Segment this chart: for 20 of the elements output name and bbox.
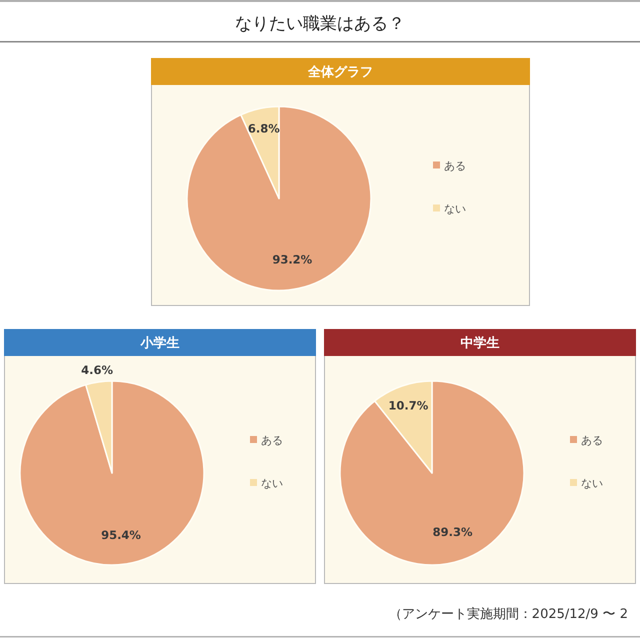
data-label: 6.8% bbox=[248, 121, 280, 136]
legend-label: ない bbox=[261, 477, 283, 490]
legend-label: ない bbox=[444, 202, 466, 216]
data-label: 89.3% bbox=[432, 525, 474, 540]
data-label: 95.4% bbox=[101, 528, 142, 542]
text: （アンケート実施期間：2025/12/9 〜 2 bbox=[388, 606, 628, 622]
data-label: 93.2% bbox=[272, 252, 313, 267]
data-label: 4.6% bbox=[81, 363, 114, 378]
legend-label: ある bbox=[261, 434, 283, 447]
chart-title: 全体グラフ bbox=[307, 65, 373, 80]
legend-label: ない bbox=[581, 477, 603, 490]
pie-slice bbox=[19, 380, 205, 566]
legend-label: ある bbox=[444, 160, 466, 172]
pie-slice bbox=[339, 380, 525, 566]
data-label: 10.7% bbox=[388, 398, 429, 412]
text: なりたい職業はある？ bbox=[235, 14, 405, 34]
pie-slice bbox=[186, 106, 372, 292]
legend-label: ある bbox=[581, 434, 603, 447]
chart-title: 中学生 bbox=[460, 336, 500, 351]
chart-title: 小学生 bbox=[140, 336, 180, 351]
